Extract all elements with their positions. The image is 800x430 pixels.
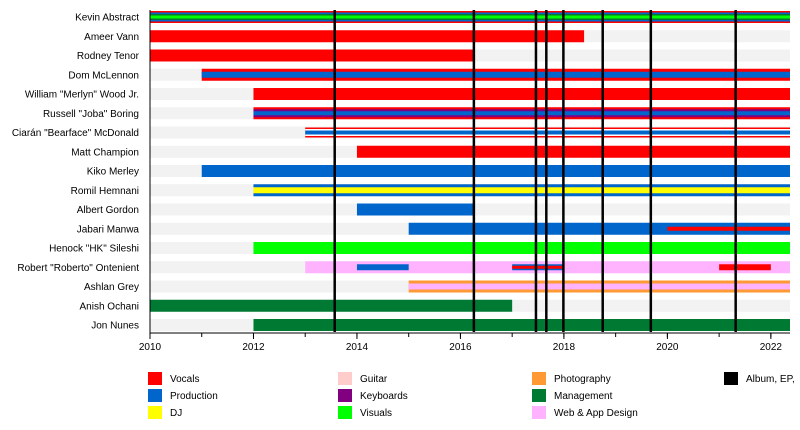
member-row: Robert "Roberto" Ontenient bbox=[17, 261, 790, 274]
legend-swatch bbox=[532, 406, 546, 419]
member-row: Jon Nunes bbox=[91, 319, 791, 332]
x-tick-label: 2010 bbox=[139, 342, 162, 353]
bar-vocals bbox=[356, 145, 790, 158]
bar-production bbox=[305, 130, 790, 135]
bar-visuals bbox=[150, 15, 790, 19]
bar-management bbox=[253, 319, 791, 331]
legend-label: Album, EP, bbox=[746, 374, 795, 385]
legend-item-vocals: Vocals bbox=[148, 372, 199, 385]
legend-label: Photography bbox=[554, 374, 611, 385]
legend-swatch bbox=[724, 372, 738, 385]
legend-item-visuals: Visuals bbox=[338, 406, 392, 419]
legend-swatch bbox=[532, 372, 546, 385]
bar-vocals bbox=[253, 88, 791, 100]
member-name: Robert "Roberto" Ontenient bbox=[17, 263, 139, 274]
legend-item-guitar: Guitar bbox=[338, 372, 388, 385]
bar-dj bbox=[253, 187, 791, 194]
bar-production bbox=[253, 111, 791, 116]
legend-item-management: Management bbox=[532, 389, 613, 402]
legend-swatch bbox=[148, 406, 162, 419]
member-row: Dom McLennon bbox=[68, 68, 790, 81]
legend-item-production: Production bbox=[148, 389, 218, 402]
legend-item-album: Album, EP, bbox=[724, 372, 795, 385]
legend-swatch bbox=[338, 372, 352, 385]
x-tick-label: 2022 bbox=[760, 342, 783, 353]
member-name: Rodney Tenor bbox=[77, 51, 140, 62]
bar-production bbox=[356, 264, 409, 271]
member-name: Russell "Joba" Boring bbox=[43, 109, 139, 120]
x-tick-label: 2020 bbox=[656, 342, 679, 353]
legend-item-keyboards: Keyboards bbox=[338, 389, 408, 402]
bar-vocals bbox=[719, 264, 771, 271]
bar-production bbox=[408, 222, 790, 235]
legend-label: Production bbox=[170, 391, 218, 402]
member-row: Rodney Tenor bbox=[77, 49, 790, 62]
x-tick-label: 2016 bbox=[449, 342, 472, 353]
member-row: Jabari Manwa bbox=[77, 222, 790, 235]
member-row: Russell "Joba" Boring bbox=[43, 107, 791, 120]
member-name: Dom McLennon bbox=[68, 70, 139, 81]
legend-swatch bbox=[532, 389, 546, 402]
legend-item-photography: Photography bbox=[532, 372, 611, 385]
legend-label: Vocals bbox=[170, 374, 199, 385]
bar-visuals bbox=[253, 242, 791, 254]
member-row: Kiko Merley bbox=[87, 165, 790, 178]
legend-label: Guitar bbox=[360, 374, 388, 385]
member-name: Anish Ochani bbox=[80, 301, 139, 312]
member-row: Henock "HK" Sileshi bbox=[49, 242, 791, 255]
member-name: Albert Gordon bbox=[77, 205, 139, 216]
x-tick-label: 2018 bbox=[553, 342, 576, 353]
legend-label: DJ bbox=[170, 408, 182, 419]
member-row: William "Merlyn" Wood Jr. bbox=[25, 88, 791, 101]
x-tick-label: 2014 bbox=[346, 342, 369, 353]
member-name: Ashlan Grey bbox=[84, 282, 139, 293]
member-row: Ashlan Grey bbox=[84, 280, 790, 293]
member-name: Henock "HK" Sileshi bbox=[49, 244, 139, 255]
legend-swatch bbox=[338, 389, 352, 402]
bar-vocals bbox=[667, 226, 790, 231]
member-row: Albert Gordon bbox=[77, 203, 790, 216]
member-row: Kevin Abstract bbox=[75, 11, 790, 24]
bar-management bbox=[150, 299, 513, 312]
legend-swatch bbox=[148, 372, 162, 385]
member-name: Jabari Manwa bbox=[77, 224, 140, 235]
member-row: Matt Champion bbox=[71, 145, 790, 158]
member-row: Ciarán "Bearface" McDonald bbox=[12, 126, 790, 139]
legend-item-web: Web & App Design bbox=[532, 406, 638, 419]
legend-item-dj: DJ bbox=[148, 406, 182, 419]
bar-vocals bbox=[150, 30, 585, 43]
member-row: Anish Ochani bbox=[80, 299, 790, 312]
member-name: William "Merlyn" Wood Jr. bbox=[25, 90, 139, 101]
bar-production bbox=[201, 71, 790, 78]
member-name: Kevin Abstract bbox=[75, 13, 139, 24]
legend-swatch bbox=[338, 406, 352, 419]
member-name: Jon Nunes bbox=[91, 321, 139, 332]
x-tick-label: 2012 bbox=[242, 342, 265, 353]
bar-web bbox=[408, 283, 790, 290]
legend-label: Web & App Design bbox=[554, 408, 638, 419]
member-name: Ameer Vann bbox=[84, 32, 139, 43]
member-name: Romil Hemnani bbox=[71, 186, 139, 197]
member-name: Matt Champion bbox=[71, 147, 139, 158]
bar-production bbox=[201, 165, 790, 177]
member-name: Ciarán "Bearface" McDonald bbox=[12, 128, 139, 139]
bar-vocals bbox=[150, 49, 474, 62]
bar-vocals bbox=[512, 265, 564, 269]
legend-swatch bbox=[148, 389, 162, 402]
member-row: Romil Hemnani bbox=[71, 184, 791, 197]
member-name: Kiko Merley bbox=[87, 167, 139, 178]
legend-label: Management bbox=[554, 391, 613, 402]
bar-production bbox=[356, 203, 474, 216]
member-row: Ameer Vann bbox=[84, 30, 790, 43]
legend-label: Keyboards bbox=[360, 391, 408, 402]
legend-label: Visuals bbox=[360, 408, 392, 419]
